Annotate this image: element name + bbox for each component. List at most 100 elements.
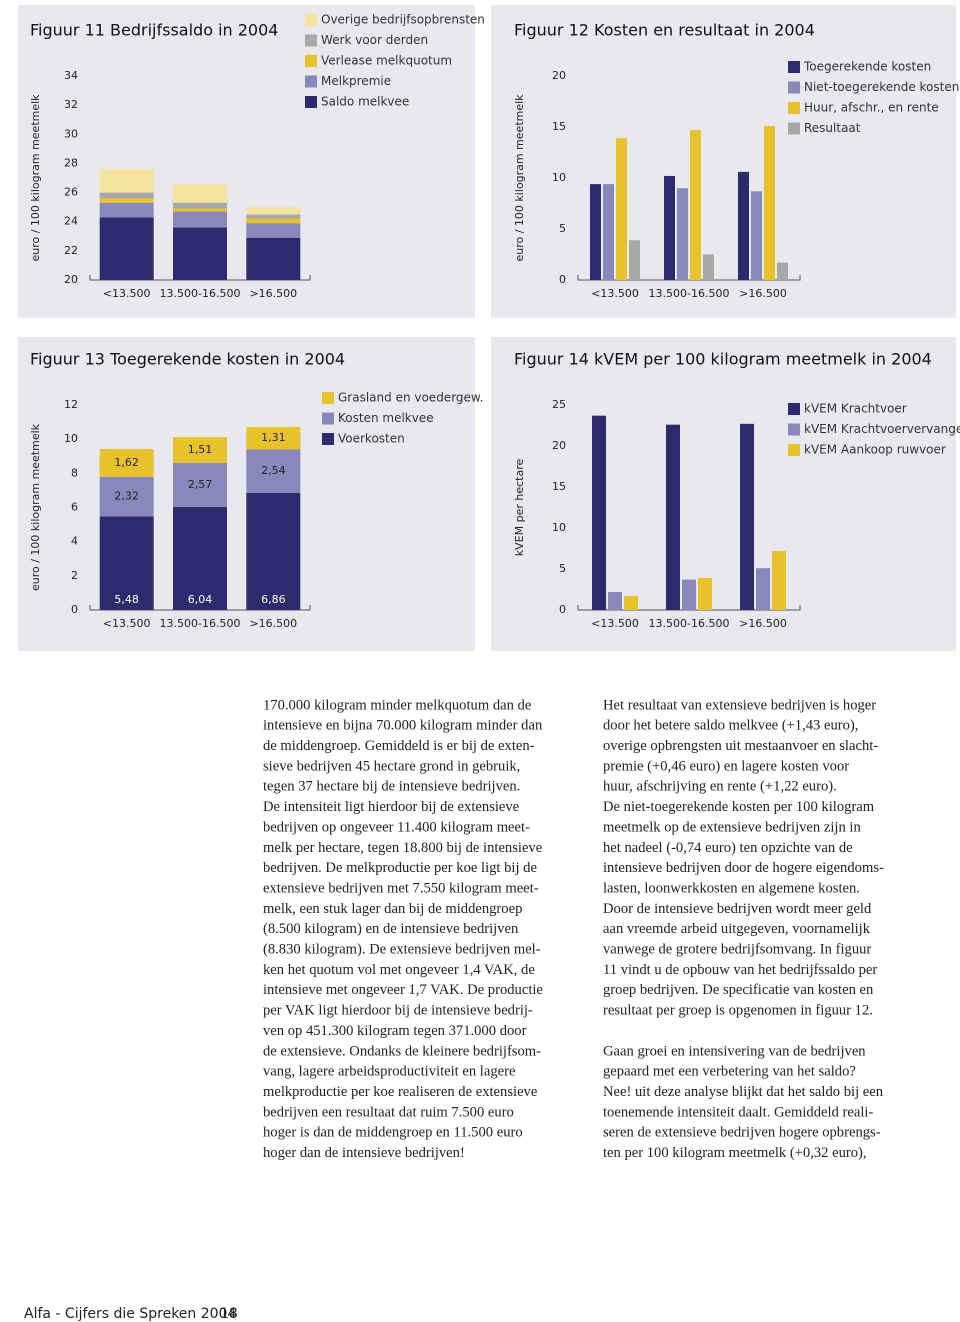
legend-label: Melkpremie — [321, 74, 391, 88]
chart-title: Figuur 12 Kosten en resultaat in 2004 — [514, 21, 815, 40]
bar-segment — [173, 462, 227, 507]
legend-swatch — [305, 55, 317, 67]
body-line: gepaard met een verbetering van het sald… — [603, 1064, 856, 1080]
value-label: 6,04 — [188, 593, 213, 606]
legend-swatch — [305, 96, 317, 108]
bar-segment — [173, 211, 227, 228]
x-tick-label: 13.500-16.500 — [160, 287, 241, 300]
legend-swatch — [305, 34, 317, 47]
y-tick-label: 6 — [71, 501, 78, 514]
legend-label: Resultaat — [804, 121, 861, 135]
legend-label: Saldo melkvee — [321, 95, 409, 109]
y-tick-label: 5 — [559, 222, 566, 235]
body-line: bedrijven. De melkproductie per koe ligt… — [263, 860, 537, 876]
y-tick-label: 10 — [552, 521, 566, 534]
y-tick-label: 12 — [64, 398, 78, 411]
y-tick-label: 32 — [64, 98, 78, 111]
y-tick-label: 4 — [71, 535, 78, 548]
chart-title: Figuur 11 Bedrijfssaldo in 2004 — [30, 21, 278, 40]
legend-label: Voerkosten — [338, 432, 405, 446]
bar — [698, 578, 712, 610]
body-line: ken het quotum vol met ongeveer 1,4 VAK,… — [263, 962, 535, 978]
body-line: intensieve met ongeveer 1,7 VAK. De prod… — [263, 982, 543, 998]
bar — [624, 596, 638, 610]
y-tick-label: 20 — [64, 273, 78, 286]
bar — [756, 568, 770, 610]
bar — [682, 579, 696, 610]
y-tick-label: 26 — [64, 186, 78, 199]
panel — [491, 337, 956, 651]
legend-swatch — [788, 102, 800, 114]
bar — [777, 262, 788, 280]
body-line: vanwege de grotere bedrijfsomvang. In fi… — [603, 942, 871, 958]
bar-segment — [246, 223, 301, 238]
bar-segment — [173, 506, 227, 610]
body-line: Gaan groei en intensivering van de bedri… — [603, 1043, 866, 1059]
y-tick-label: 30 — [64, 127, 78, 140]
bar-segment — [246, 492, 301, 610]
y-tick-label: 5 — [559, 562, 566, 575]
y-tick-label: 24 — [64, 215, 78, 228]
body-line: extensieve bedrijven met 7.550 kilogram … — [263, 880, 539, 896]
legend-label: kVEM Aankoop ruwvoer — [804, 443, 946, 457]
y-axis-label: euro / 100 kilogram meetmelk — [29, 423, 42, 591]
value-label: 1,62 — [114, 456, 139, 469]
y-axis-label: euro / 100 kilogram meetmelk — [513, 94, 526, 262]
bar — [608, 591, 622, 610]
bar-segment — [99, 169, 154, 193]
legend-label: Overige bedrijfsopbrensten — [321, 13, 485, 27]
body-line: per VAK ligt hierdoor bij de intensieve … — [263, 1003, 533, 1019]
bar-segment — [173, 202, 227, 209]
body-line: overige opbrengsten uit mestaanvoer en s… — [603, 738, 878, 754]
body-line: resultaat per groep is opgenomen in figu… — [603, 1003, 873, 1019]
bar-segment — [173, 208, 227, 212]
bar — [592, 415, 606, 610]
body-line: 170.000 kilogram minder melkquotum dan d… — [263, 697, 531, 713]
legend-label: Grasland en voedergew. — [338, 391, 483, 405]
value-label: 1,51 — [188, 443, 213, 456]
value-label: 2,32 — [114, 490, 139, 503]
bar-segment — [246, 237, 301, 280]
legend-swatch — [322, 392, 334, 404]
y-tick-label: 2 — [71, 569, 78, 582]
bar — [751, 191, 762, 280]
bar-segment — [173, 227, 227, 280]
legend-swatch — [322, 412, 334, 425]
legend-swatch — [788, 61, 800, 73]
body-line: melkproductie per koe realiseren de exte… — [263, 1084, 537, 1100]
bar — [738, 171, 749, 280]
y-tick-label: 10 — [64, 432, 78, 445]
x-tick-label: 13.500-16.500 — [160, 617, 241, 630]
body-line: seren de extensieve bedrijven hogere opb… — [603, 1125, 881, 1141]
body-line: Het resultaat van extensieve bedrijven i… — [603, 697, 876, 713]
y-tick-label: 0 — [559, 603, 566, 616]
x-tick-label: >16.500 — [739, 287, 787, 300]
legend-swatch — [788, 81, 800, 94]
y-tick-label: 10 — [552, 171, 566, 184]
body-line: melk per hectare, tegen 18.800 bij de in… — [263, 840, 542, 856]
x-tick-label: >16.500 — [739, 617, 787, 630]
body-line: door het betere saldo melkvee (+1,43 eur… — [603, 718, 858, 734]
body-line: toenemende intensiteit daalt. Gemiddeld … — [603, 1104, 873, 1120]
y-tick-label: 8 — [71, 466, 78, 479]
legend-swatch — [788, 122, 800, 135]
body-line: (8.500 kilogram) en de intensieve bedrij… — [263, 921, 519, 937]
legend-label: kVEM Krachtvoervervanger — [804, 422, 960, 436]
legend-swatch — [788, 444, 800, 456]
y-axis-label: euro / 100 kilogram meetmelk — [29, 94, 42, 262]
body-line: de middengroep. Gemiddeld is er bij de e… — [263, 738, 535, 754]
chart-title: Figuur 14 kVEM per 100 kilogram meetmelk… — [514, 350, 932, 369]
bar-segment — [246, 449, 301, 493]
y-tick-label: 0 — [559, 273, 566, 286]
y-tick-label: 22 — [64, 244, 78, 257]
body-line: groep bedrijven. De specificatie van kos… — [603, 982, 874, 998]
bar — [603, 184, 614, 280]
x-axis — [577, 275, 801, 281]
bar — [677, 188, 688, 280]
y-tick-label: 34 — [64, 69, 78, 82]
body-line: ten per 100 kilogram meetmelk (+0,32 eur… — [603, 1145, 867, 1161]
body-line: sieve bedrijven 45 hectare grond in gebr… — [263, 758, 520, 774]
body-line: De niet-toegerekende kosten per 100 kilo… — [603, 799, 875, 815]
